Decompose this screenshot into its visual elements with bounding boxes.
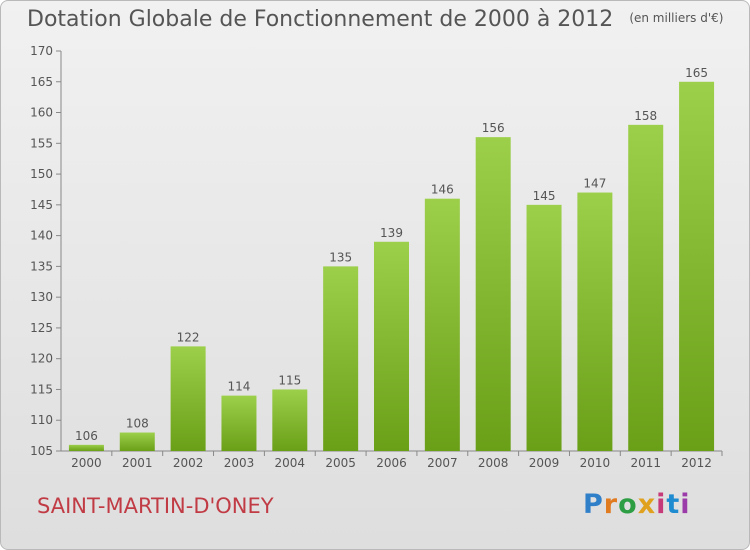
chart-unit-note: (en milliers d'€) bbox=[629, 11, 724, 25]
data-label-2000: 106 bbox=[75, 429, 98, 443]
x-tick-label: 2011 bbox=[630, 456, 661, 470]
bar-2008 bbox=[475, 137, 511, 451]
bar-2007 bbox=[424, 198, 460, 451]
data-label-2003: 114 bbox=[228, 380, 251, 394]
logo-letter: r bbox=[603, 489, 619, 520]
bar-2012 bbox=[679, 81, 715, 452]
data-label-2005: 135 bbox=[329, 250, 352, 264]
x-tick-label: 2002 bbox=[173, 456, 204, 470]
data-label-2008: 156 bbox=[482, 121, 505, 135]
x-tick-label: 2008 bbox=[478, 456, 509, 470]
y-tick-label: 120 bbox=[30, 352, 53, 366]
bar-2002 bbox=[170, 346, 206, 451]
x-tick-label: 2005 bbox=[325, 456, 356, 470]
data-label-2006: 139 bbox=[380, 226, 403, 240]
logo-letter: P bbox=[583, 489, 604, 520]
y-tick-label: 155 bbox=[30, 136, 53, 150]
y-tick-label: 160 bbox=[30, 106, 53, 120]
bar-2011 bbox=[628, 124, 664, 451]
y-tick-label: 115 bbox=[30, 382, 53, 396]
data-label-2007: 146 bbox=[431, 183, 454, 197]
bar-2009 bbox=[526, 204, 562, 451]
logo-letter: i bbox=[680, 489, 691, 520]
y-tick-label: 135 bbox=[30, 259, 53, 273]
bar-2000 bbox=[68, 444, 104, 451]
commune-name: SAINT-MARTIN-D'ONEY bbox=[37, 494, 274, 518]
data-labels: 106 108 122 114 115 135 139 146 156 145 147 158 165 bbox=[75, 66, 708, 443]
data-label-2011: 158 bbox=[634, 109, 657, 123]
data-label-2009: 145 bbox=[533, 189, 556, 203]
y-tick-label: 125 bbox=[30, 321, 53, 335]
x-tick-label: 2006 bbox=[376, 456, 407, 470]
y-tick-label: 105 bbox=[30, 444, 53, 458]
y-tick-label: 130 bbox=[30, 290, 53, 304]
data-label-2012: 165 bbox=[685, 66, 708, 80]
x-tick-label: 2004 bbox=[275, 456, 306, 470]
data-label-2010: 147 bbox=[583, 177, 606, 191]
y-tick-label: 110 bbox=[30, 413, 53, 427]
logo-letter: x bbox=[637, 489, 657, 520]
data-label-2004: 115 bbox=[278, 373, 301, 387]
bar-2006 bbox=[374, 241, 409, 451]
chart-title-text: Dotation Globale de Fonctionnement de 20… bbox=[27, 7, 614, 32]
x-tick-label: 2009 bbox=[529, 456, 560, 470]
x-tick-label: 2012 bbox=[681, 456, 712, 470]
y-tick-label: 140 bbox=[30, 229, 53, 243]
bar-2010 bbox=[577, 192, 613, 452]
bar-2005 bbox=[323, 266, 359, 451]
y-tick-label: 165 bbox=[30, 75, 53, 89]
logo-letter: t bbox=[666, 489, 681, 520]
logo-letter: o bbox=[618, 489, 638, 520]
data-label-2001: 108 bbox=[126, 417, 149, 431]
x-tick-label: 2010 bbox=[580, 456, 611, 470]
y-tick-label: 145 bbox=[30, 198, 53, 212]
y-tick-label: 170 bbox=[30, 44, 53, 58]
x-tick-label: 2003 bbox=[224, 456, 255, 470]
x-tick-label: 2000 bbox=[71, 456, 102, 470]
bar-2003 bbox=[221, 395, 257, 451]
chart-title: Dotation Globale de Fonctionnement de 20… bbox=[27, 7, 723, 32]
x-tick-label: 2007 bbox=[427, 456, 458, 470]
bars bbox=[68, 81, 715, 452]
bar-2004 bbox=[272, 389, 308, 451]
logo-letter: i bbox=[656, 489, 667, 520]
axes: 1051101151201251301351401451501551601651… bbox=[30, 44, 723, 470]
x-tick-label: 2001 bbox=[122, 456, 153, 470]
bar-2001 bbox=[119, 432, 155, 451]
y-tick-label: 150 bbox=[30, 167, 53, 181]
proxiti-logo: Proxiti bbox=[583, 489, 691, 520]
data-label-2002: 122 bbox=[177, 330, 200, 344]
